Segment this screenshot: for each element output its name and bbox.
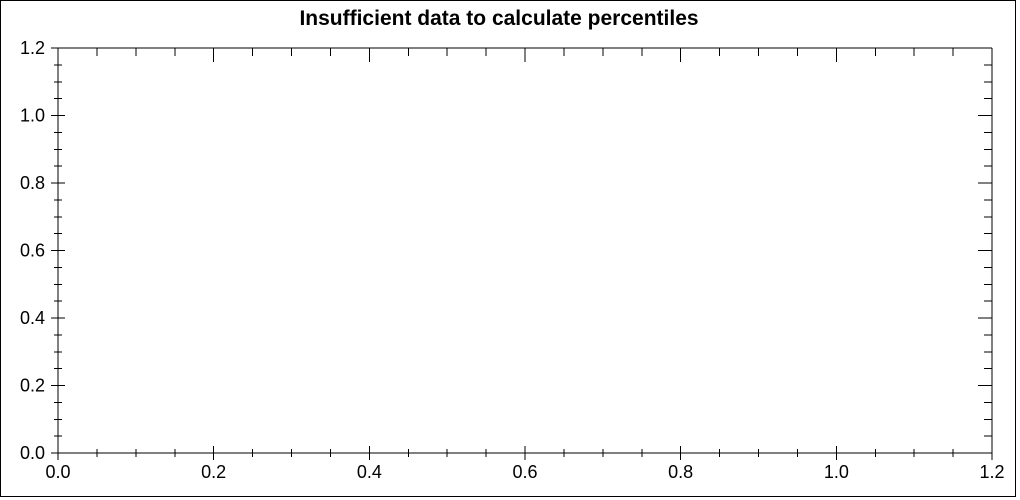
x-tick-label: 0.4	[357, 462, 382, 482]
x-tick-label: 1.2	[979, 462, 1004, 482]
y-tick-label: 1.2	[20, 38, 45, 58]
x-tick-label: 0.0	[45, 462, 70, 482]
y-tick-label: 0.6	[20, 241, 45, 261]
x-tick-label: 0.6	[512, 462, 537, 482]
y-tick-label: 0.0	[20, 443, 45, 463]
chart-title: Insufficient data to calculate percentil…	[299, 7, 699, 30]
y-tick-label: 0.4	[20, 308, 45, 328]
x-tick-label: 0.2	[201, 462, 226, 482]
x-tick-label: 0.8	[668, 462, 693, 482]
y-tick-label: 0.8	[20, 173, 45, 193]
y-tick-label: 0.2	[20, 376, 45, 396]
x-tick-label: 1.0	[824, 462, 849, 482]
y-tick-label: 1.0	[20, 106, 45, 126]
